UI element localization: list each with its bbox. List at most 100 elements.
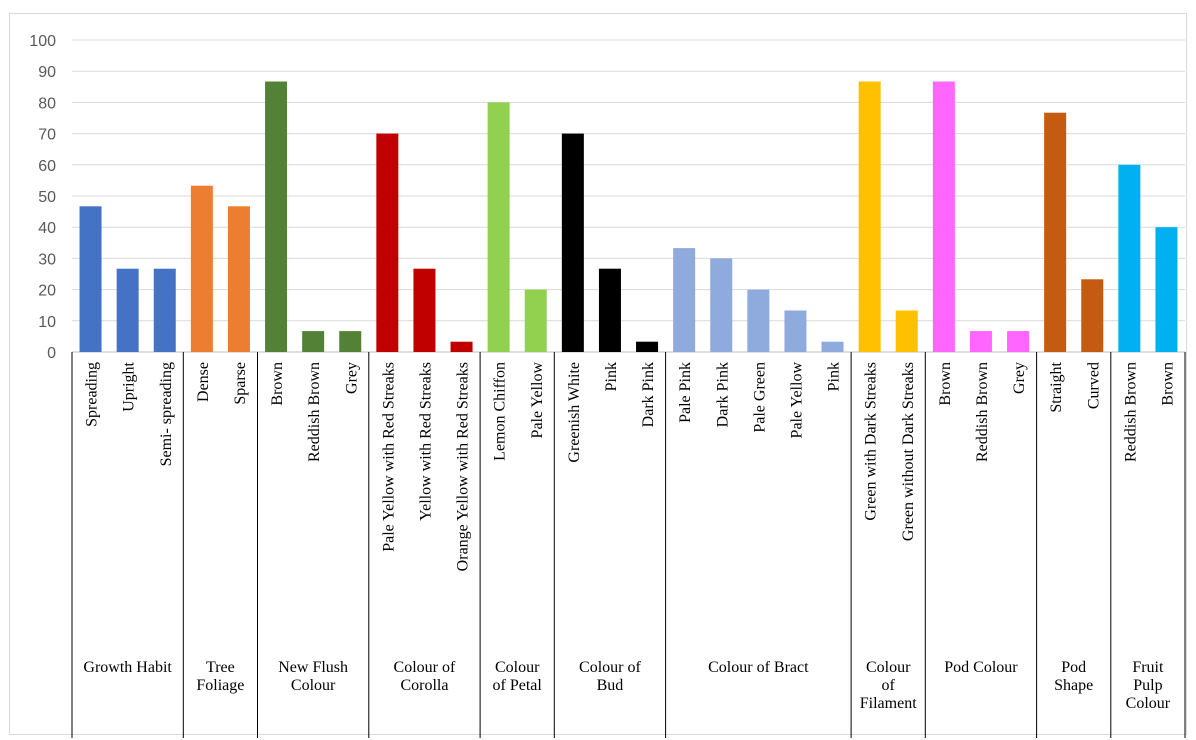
- group-label-line: Pod Colour: [944, 659, 1018, 676]
- group-label-line: Pod: [1061, 659, 1086, 676]
- group-label: Tree Foliage: [196, 659, 244, 694]
- y-tick-label: 100: [29, 33, 56, 50]
- bar: [116, 268, 139, 352]
- group-label-line: Fruit: [1132, 659, 1164, 676]
- bar: [79, 206, 102, 352]
- category-label: Curved: [1085, 362, 1102, 409]
- group-label-line: Growth Habit: [83, 659, 172, 676]
- bar: [858, 81, 881, 352]
- bar: [339, 331, 362, 352]
- group-label: New Flush Colour: [278, 659, 348, 694]
- group-label-line: New Flush: [278, 659, 348, 676]
- bar: [302, 331, 325, 352]
- group-label: Fruit Pulp Colour: [1126, 659, 1171, 712]
- group-label: Colour of Bud: [579, 659, 641, 694]
- category-label: Semi- spreading: [158, 362, 175, 466]
- category-label: Grey: [1011, 362, 1028, 394]
- group-label-line: Filament: [860, 695, 917, 712]
- group-label: Growth Habit: [83, 659, 172, 676]
- group-label-line: Shape: [1054, 677, 1093, 694]
- y-tick-label: 50: [38, 189, 56, 206]
- category-label: Reddish Brown: [1122, 362, 1139, 462]
- group-label-line: Colour of Bract: [708, 659, 809, 676]
- category-label: Green without Dark Streaks: [900, 362, 917, 541]
- bar: [932, 81, 955, 352]
- group-label: Colour of Corolla: [394, 659, 456, 694]
- bar: [153, 268, 176, 352]
- bar: [524, 289, 547, 352]
- group-label-line: Colour of: [394, 659, 456, 676]
- y-tick-label: 90: [38, 64, 56, 81]
- category-label: Pale Pink: [677, 362, 694, 423]
- category-label: Upright: [121, 361, 138, 411]
- group-label: Colour of Bract: [708, 659, 809, 676]
- y-tick-label: 40: [38, 220, 56, 237]
- category-label: Lemon Chiffon: [492, 362, 509, 461]
- y-tick-label: 60: [38, 158, 56, 175]
- group-label-line: Tree: [206, 659, 235, 676]
- bar: [1118, 164, 1141, 352]
- bar: [636, 341, 659, 352]
- category-label: Brown: [1159, 362, 1176, 406]
- category-label: Sparse: [232, 362, 249, 405]
- y-tick-label: 80: [38, 95, 56, 112]
- bar: [1155, 227, 1178, 352]
- group-label: Pod Colour: [944, 659, 1018, 676]
- group-label-line: of Petal: [493, 677, 543, 694]
- bar: [784, 310, 807, 352]
- category-label: Dense: [195, 362, 212, 402]
- bar: [376, 133, 399, 352]
- bar: [821, 341, 844, 352]
- group-label-line: Colour: [291, 677, 336, 694]
- group-label-line: Colour: [1126, 695, 1171, 712]
- bar: [487, 102, 510, 353]
- group-label-line: Corolla: [400, 677, 448, 694]
- group-label-line: of: [882, 677, 896, 694]
- bar: [413, 268, 436, 352]
- group-label-line: Colour of: [579, 659, 641, 676]
- y-tick-label: 30: [38, 251, 56, 268]
- bar: [673, 248, 696, 352]
- category-label: Dark Pink: [640, 362, 657, 427]
- category-label: Straight: [1048, 361, 1065, 412]
- group-label-line: Bud: [597, 677, 624, 694]
- category-label: Spreading: [84, 362, 101, 427]
- bar: [265, 81, 288, 352]
- category-label: Reddish Brown: [306, 362, 323, 462]
- group-label: Pod Shape: [1054, 659, 1093, 694]
- category-label: Dark Pink: [714, 362, 731, 427]
- category-label: Pale Green: [751, 362, 768, 433]
- category-label: Greenish White: [566, 362, 583, 463]
- y-tick-label: 20: [38, 283, 56, 300]
- bar: [969, 331, 992, 352]
- bar: [895, 310, 918, 352]
- category-label: Reddish Brown: [974, 362, 991, 462]
- group-label: Colour of Petal: [493, 659, 543, 694]
- group-label-line: Pulp: [1133, 677, 1162, 694]
- bar: [1081, 279, 1104, 352]
- bar: [561, 133, 584, 352]
- y-tick-label: 70: [38, 127, 56, 144]
- category-label: Green with Dark Streaks: [863, 362, 880, 521]
- category-label: Pale Yellow: [788, 362, 805, 439]
- chart-frame: [9, 13, 1187, 735]
- category-label: Pale Yellow with Red Streaks: [380, 362, 397, 552]
- bar: [1007, 331, 1030, 352]
- category-label: Brown: [269, 362, 286, 406]
- category-label: Pink: [826, 362, 843, 391]
- bar: [1044, 112, 1067, 352]
- bar: [710, 258, 733, 352]
- group-label-line: Colour: [495, 659, 540, 676]
- category-label: Orange Yellow with Red Streaks: [455, 362, 472, 571]
- group-label-line: Foliage: [196, 677, 244, 694]
- bar: [450, 341, 473, 352]
- bar: [598, 268, 621, 352]
- category-label: Yellow with Red Streaks: [417, 362, 434, 521]
- bar: [227, 206, 250, 352]
- category-label: Pale Yellow: [529, 362, 546, 439]
- bar: [190, 185, 213, 352]
- group-label-line: Colour: [866, 659, 911, 676]
- y-tick-label: 10: [38, 314, 56, 331]
- category-label: Grey: [343, 362, 360, 394]
